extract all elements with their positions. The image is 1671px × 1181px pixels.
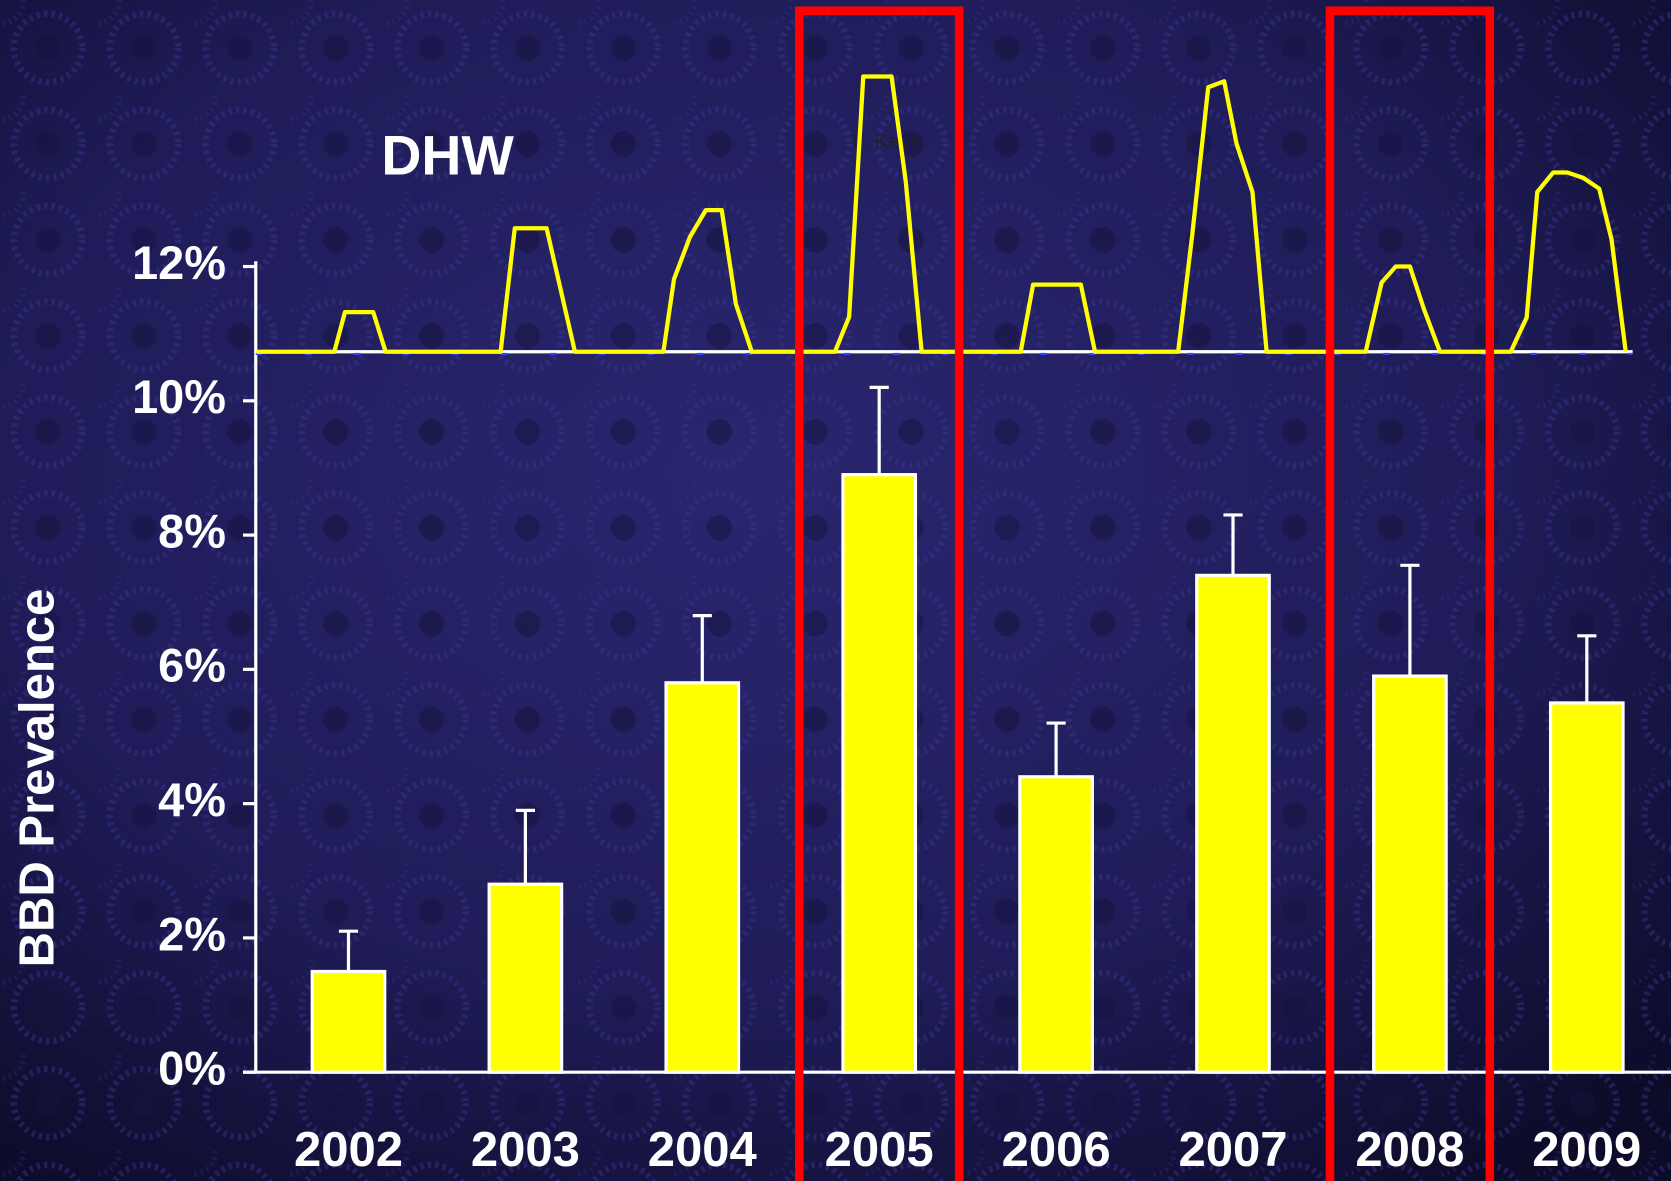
y-tick-label: 2% [158,908,226,960]
y-axis-title: BBD Prevalence [10,589,64,968]
bar [1551,703,1623,1072]
bar [312,971,384,1072]
dhw-note: F. Keys [852,130,922,154]
bar [1197,575,1269,1072]
x-tick-label: 2008 [1355,1123,1464,1177]
y-tick-label: 12% [132,237,226,289]
bar [489,884,561,1072]
x-tick-label: 2004 [648,1123,757,1177]
y-tick-label: 0% [158,1043,226,1095]
bar [1374,676,1446,1072]
bar [666,683,738,1072]
x-tick-label: 2005 [825,1123,934,1177]
chart: BBD Prevalence DHW F. Keys 0% 2% 4% 6% 8% 10%… [0,0,1671,1181]
y-tick-label: 10% [132,371,226,423]
y-tick-label: 6% [158,640,226,692]
y-tick-label: 8% [158,505,226,557]
y-tick-label: 4% [158,774,226,826]
dhw-label: DHW [381,125,514,187]
bar [1020,777,1092,1072]
x-tick-label: 2007 [1178,1123,1287,1177]
x-tick-label: 2006 [1002,1123,1111,1177]
x-tick-label: 2009 [1532,1123,1641,1177]
x-tick-label: 2003 [471,1123,580,1177]
bar [843,475,915,1073]
x-tick-label: 2002 [294,1123,403,1177]
page: {"chart_data": {"type": "bar", "y_label"… [0,0,1671,1181]
